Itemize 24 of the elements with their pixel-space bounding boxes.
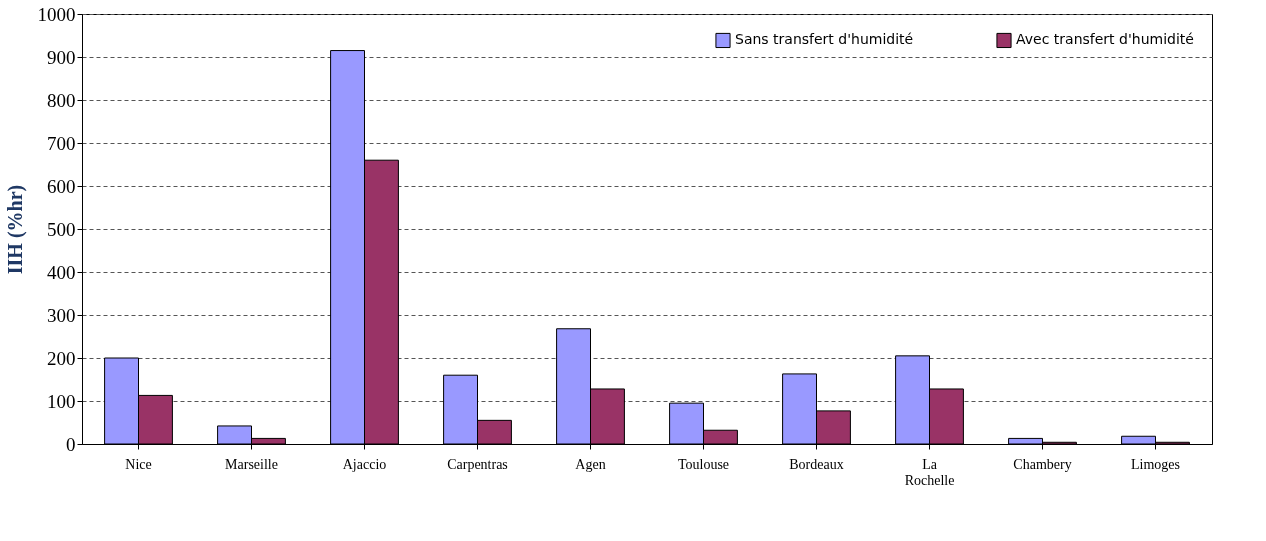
y-tick-label: 500: [47, 218, 76, 240]
x-tick-label: Toulouse: [677, 456, 730, 472]
x-tick-label: Agen: [575, 456, 606, 472]
y-tick-label: 700: [47, 132, 76, 154]
x-tick-label: Marseille: [225, 456, 278, 472]
x-tick-label: Chambery: [1013, 456, 1072, 472]
x-tick-label: Carpentras: [447, 456, 508, 472]
y-axis-title: IIH (%hr): [3, 184, 27, 275]
x-tick-label: La Rochelle: [904, 456, 955, 488]
x-tick-label: Nice: [125, 456, 152, 472]
x-tick-label: Bordeaux: [789, 456, 844, 472]
y-tick-label: 0: [66, 433, 76, 455]
legend-label: Sans transfert d'humidité: [735, 31, 914, 48]
x-tick-label: Ajaccio: [342, 456, 387, 472]
legend-label: Avec transfert d'humidité: [1016, 31, 1194, 48]
y-tick-label: 400: [47, 261, 76, 283]
y-tick-label: 200: [47, 347, 76, 369]
y-tick-label: 800: [47, 89, 76, 111]
y-tick-label: 100: [47, 390, 76, 412]
y-tick-label: 300: [47, 304, 76, 326]
x-tick-label: Limoges: [1131, 456, 1180, 472]
y-tick-label: 1000: [37, 3, 76, 25]
y-tick-label: 600: [47, 175, 76, 197]
y-tick-label: 900: [47, 46, 76, 68]
